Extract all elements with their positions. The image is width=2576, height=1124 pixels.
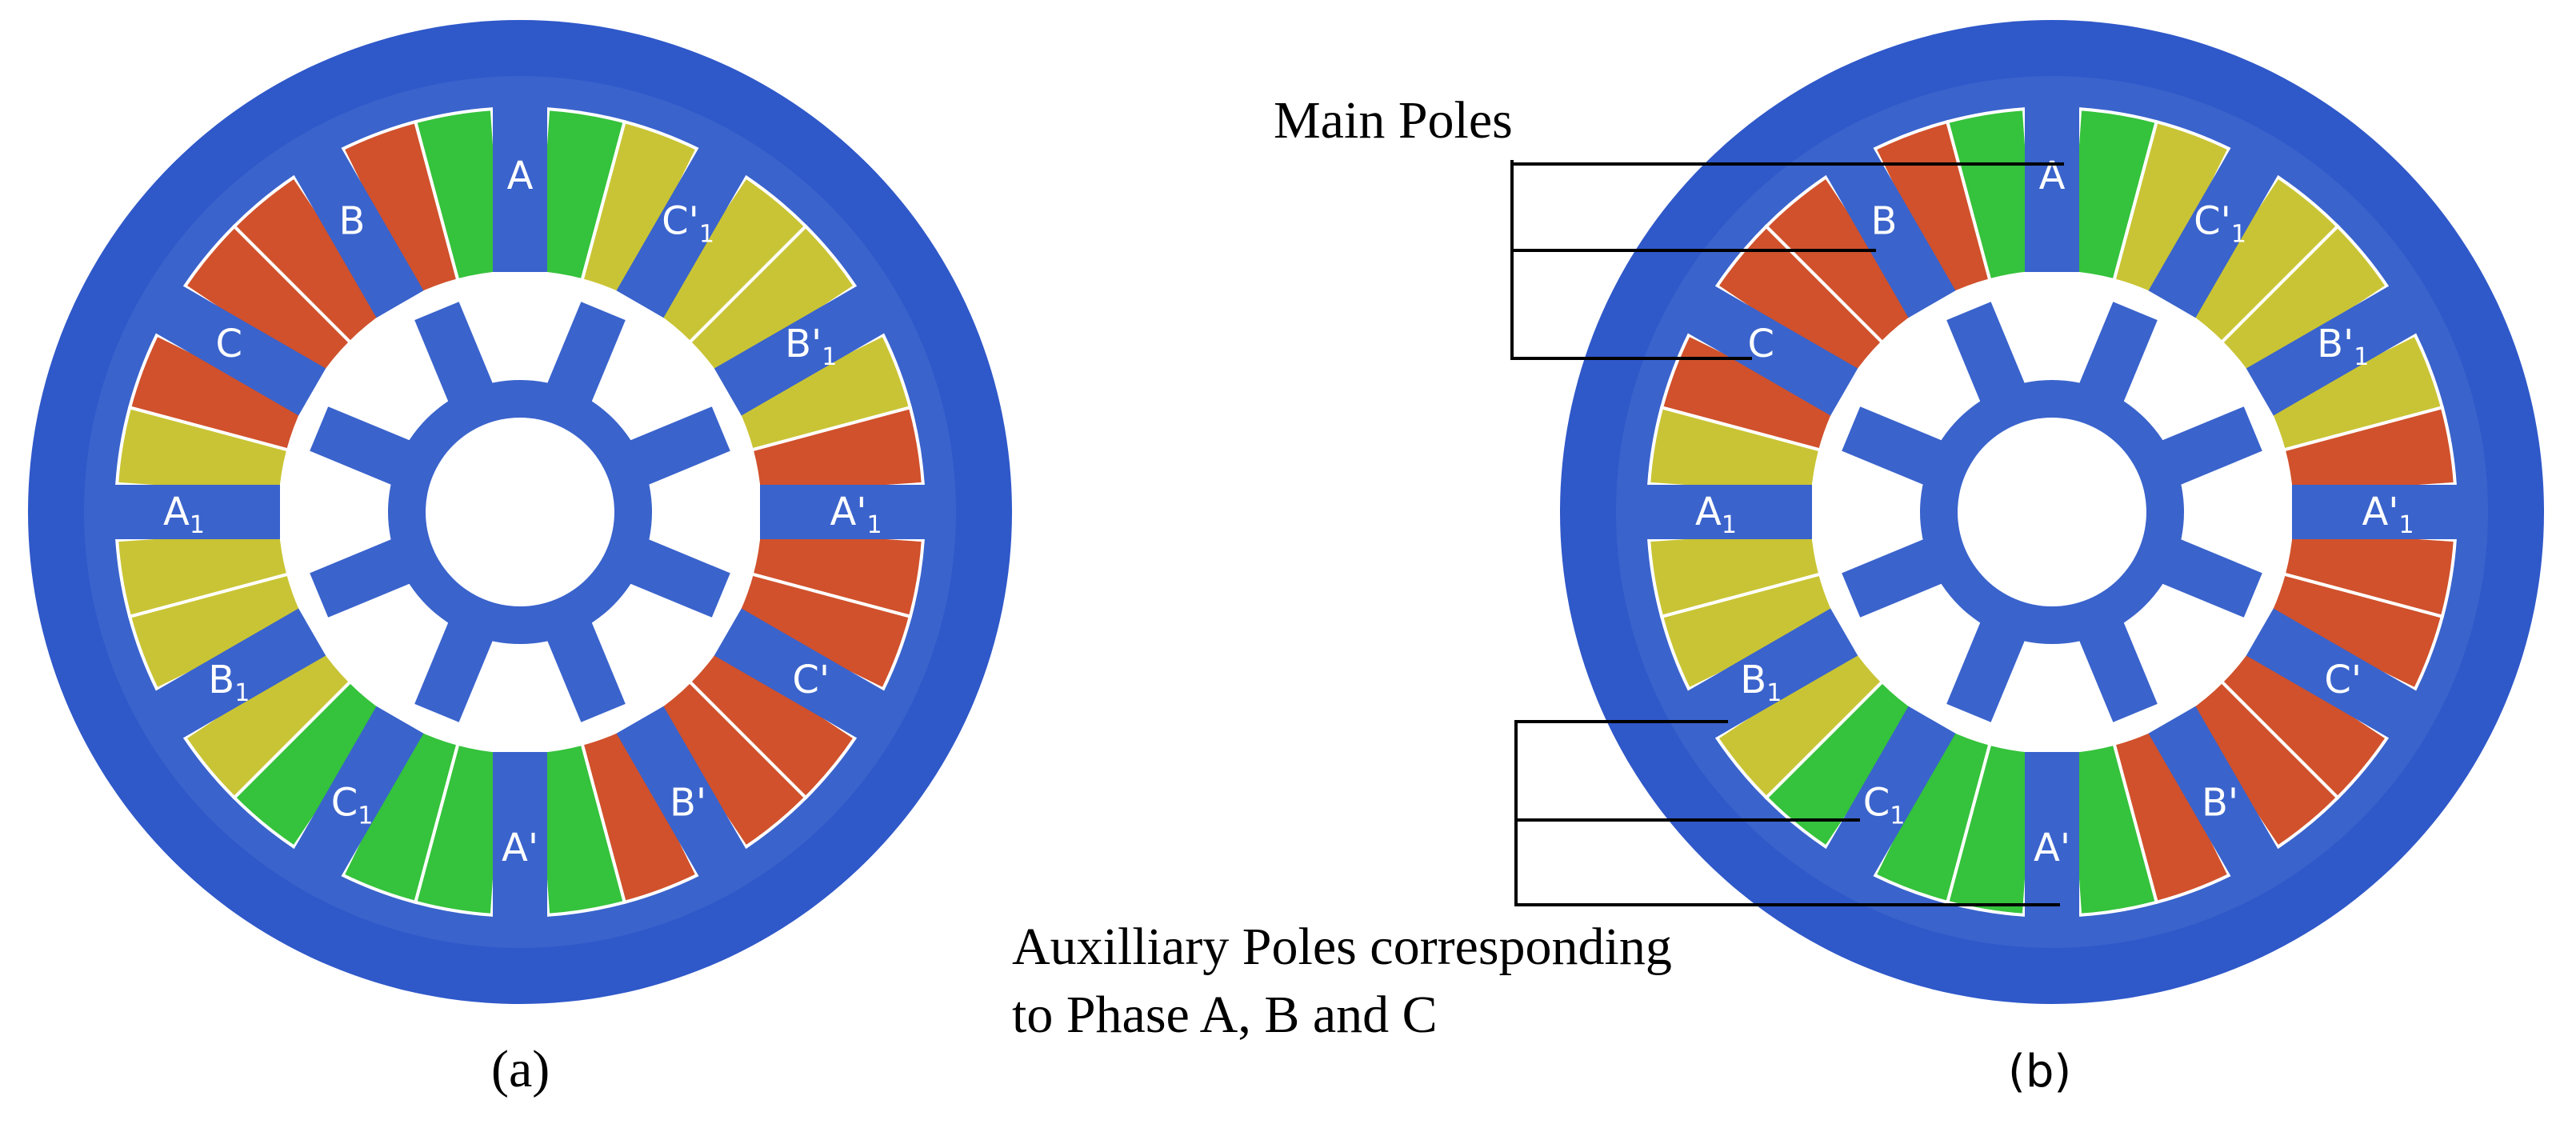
winding-coil [652,679,808,850]
winding-coil [1714,644,1885,800]
rotor-a [310,302,730,722]
pole-label-B: B [339,198,366,243]
pole-label-A-1: A1 [1695,490,1737,539]
winding-coil [733,572,913,692]
pole-label-C-prime-1: C'1 [2194,198,2246,248]
pole-label-B-1: B1 [208,658,250,707]
stator-pole [714,280,894,416]
winding-coil [1945,107,2038,282]
winding-coil [750,405,925,498]
pole-label-C-prime: C' [792,658,830,702]
pole-label-B-prime: B' [2202,781,2238,826]
stator-pole [2292,485,2468,539]
stator-pole [616,138,752,318]
pole-label-A-prime: A' [502,826,538,870]
motor-diagram-b: A C'1 B'1 A'1 C' B' A' C1 B1 A1 C B [1560,20,2544,1004]
pole-labels-b: A C'1 B'1 A'1 C' B' A' C1 B1 A1 C B [1695,154,2414,870]
stator-pole [1820,138,1956,318]
winding-coil [2219,224,2390,380]
stator-pole [104,485,280,539]
winding-coil [1764,174,1920,345]
winding-coil [2282,405,2457,498]
pole-label-A-prime-1: A'1 [2362,490,2414,539]
caption-b: (b) [2008,1046,2071,1098]
pole-label-A: A [2039,154,2066,198]
winding-coil [2184,679,2340,850]
stator-pole [288,138,424,318]
pole-label-B: B [1871,198,1898,243]
stator-pole [2025,96,2079,272]
winding-coil [534,742,627,917]
pole-label-C: C [1748,322,1775,366]
stator-pole [2246,608,2426,744]
winding-coil [413,107,506,282]
pole-label-C-1: C1 [1863,781,1906,830]
auxiliary-poles-label-line1: Auxilliary Poles corresponding [1012,918,1672,976]
winding-coil [1872,725,1992,905]
caption-a: (a) [491,1040,550,1098]
shaft-hole [426,418,614,606]
pole-label-B-prime-1: B'1 [785,322,837,371]
stator-pole [1678,280,1858,416]
stator-pole [146,608,326,744]
main-poles-bracket [1510,160,2064,360]
shaft-hole [1958,418,2146,606]
winding-slots-a [115,107,925,917]
stator-pole [2246,280,2426,416]
pole-label-A-1: A1 [163,490,205,539]
stator-poles-a [104,96,936,928]
winding-coil [182,644,353,800]
winding-coil [115,526,290,619]
winding-coil [232,174,388,345]
winding-coil [2265,572,2445,692]
pole-label-C-prime-1: C'1 [662,198,714,248]
winding-coil [580,119,700,299]
winding-coil [2112,119,2232,299]
pole-label-B-1: B1 [1740,658,1782,707]
auxiliary-poles-label-line2: to Phase A, B and C [1012,986,1438,1044]
stator-pole [2025,752,2079,928]
winding-coil [1647,526,1822,619]
stator-pole [616,706,752,886]
pole-labels-a: A C'1 B'1 A'1 C' B' A' C1 B1 A1 C B [163,154,882,870]
auxiliary-poles-bracket [1514,720,2060,906]
stator-pole [1820,706,1956,886]
pole-label-A-prime: A' [2034,826,2070,870]
winding-coil [340,725,460,905]
motor-diagram-a: A C'1 B'1 A'1 C' B' A' C1 B1 A1 C B [28,20,1012,1004]
pole-label-C-1: C1 [331,781,374,830]
main-poles-label: Main Poles [1274,91,1513,150]
pole-label-A-prime-1: A'1 [830,490,882,539]
rotor-b [1842,302,2262,722]
pole-label-C-prime: C' [2324,658,2362,702]
stator-pole [1636,485,1812,539]
stator-pole [2148,138,2284,318]
stator-poles-b [1636,96,2468,928]
winding-coil [687,224,858,380]
stator-pole [146,280,326,416]
winding-coil [127,332,307,452]
stator-pole [493,96,547,272]
winding-coil [2066,742,2159,917]
stator-pole [1678,608,1858,744]
winding-coil [1659,332,1839,452]
pole-label-C: C [216,322,243,366]
stator-pole [493,752,547,928]
stator-pole [2148,706,2284,886]
pole-label-A: A [507,154,534,198]
pole-label-B-prime: B' [670,781,706,826]
stator-pole [288,706,424,886]
stator-pole [714,608,894,744]
stator-pole [760,485,936,539]
pole-label-B-prime-1: B'1 [2317,322,2369,371]
